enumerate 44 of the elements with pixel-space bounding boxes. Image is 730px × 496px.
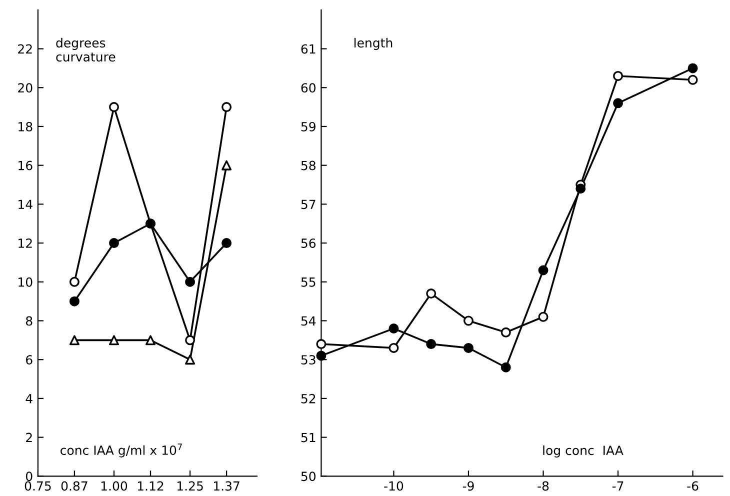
y-tick-label: 2 [26, 432, 32, 442]
x-tick-label: -6 [687, 481, 698, 491]
y-tick-label: 6 [26, 355, 32, 365]
x-tick-label: -9 [462, 481, 474, 491]
y-tick-label: 52 [301, 394, 316, 404]
y-tick-label: 20 [18, 83, 32, 93]
y-axis-title: degrees curvature [56, 38, 116, 62]
x-tick-label: -8 [538, 481, 549, 491]
point [185, 354, 196, 365]
y-tick-label: 55 [301, 278, 316, 287]
y-tick-label: 10 [18, 277, 32, 287]
y-tick-label: 16 [18, 160, 32, 170]
y-tick-label: 61 [301, 44, 316, 54]
y-tick-label: 12 [18, 238, 32, 248]
x-tick-label: -7 [612, 481, 624, 491]
y-tick-label: 56 [301, 238, 316, 248]
point [222, 160, 232, 170]
x-tick-label: 1.37 [214, 481, 240, 491]
y-tick-label: 50 [301, 472, 316, 482]
y-tick-label: 14 [18, 200, 32, 209]
y-tick-label: 18 [18, 122, 32, 132]
x-tick-label: 0.75 [24, 481, 51, 491]
x-axis-title: log conc IAA [543, 445, 624, 458]
point [146, 335, 156, 346]
y-tick-label: 54 [301, 316, 316, 326]
point [109, 335, 120, 346]
x-tick-label: 1.25 [178, 481, 203, 491]
x-tick-label: 0.87 [61, 481, 88, 491]
y-axis-title: length [354, 38, 392, 50]
point [69, 335, 80, 346]
y-tick-label: 58 [301, 160, 316, 170]
y-tick-label: 60 [301, 83, 316, 93]
y-tick-label: 22 [18, 44, 32, 54]
x-tick-label: 1.12 [138, 481, 164, 491]
y-tick-label: 8 [26, 316, 32, 326]
y-tick-label: 51 [301, 432, 316, 442]
x-axis-title: conc IAA g/ml x 10$^{7}$ [60, 444, 182, 458]
y-tick-label: 0 [26, 472, 32, 482]
x-tick-label: 1.00 [101, 481, 128, 491]
x-tick-label: -10 [384, 481, 404, 491]
y-tick-label: 59 [301, 122, 316, 132]
y-tick-label: 57 [301, 200, 316, 210]
y-tick-label: 53 [301, 355, 316, 365]
y-tick-label: 4 [26, 394, 32, 404]
